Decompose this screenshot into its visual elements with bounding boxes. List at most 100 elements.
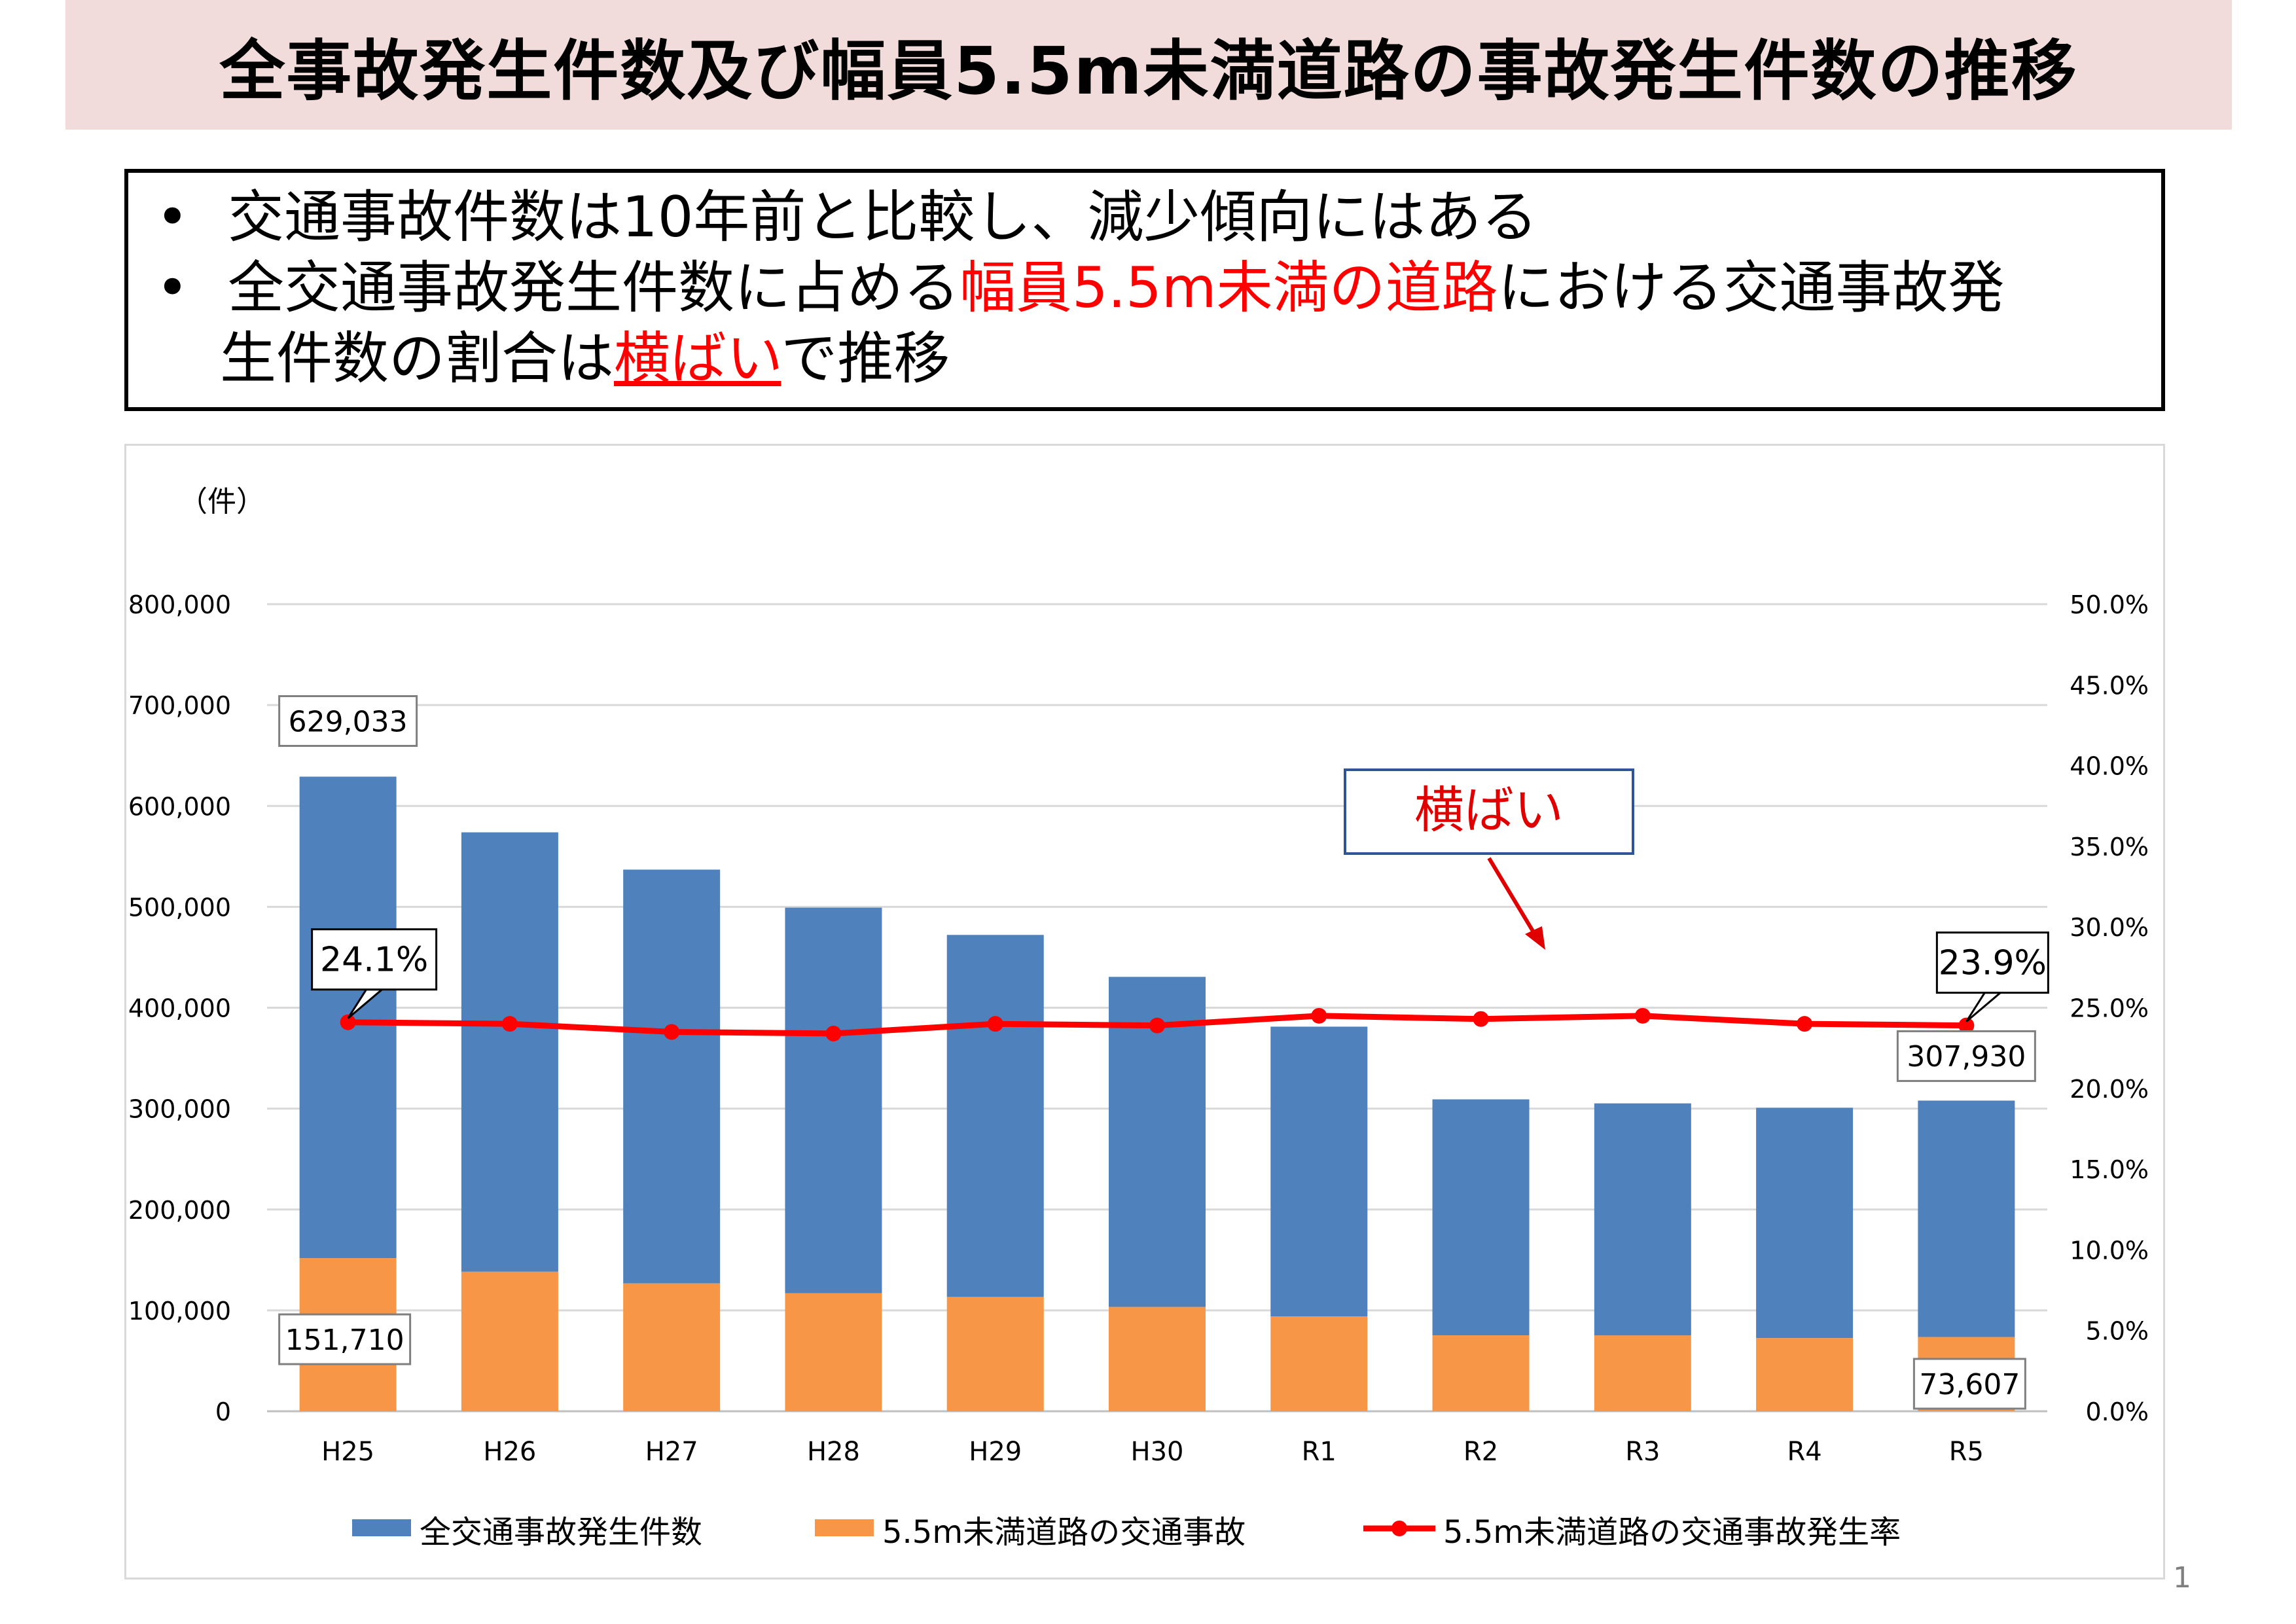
rate-first-label: 24.1% xyxy=(320,941,428,980)
y-left-tick-label: 600,000 xyxy=(128,792,231,821)
bar-narrow-H30 xyxy=(1109,1307,1206,1411)
rate-point-R4 xyxy=(1797,1016,1813,1032)
y-right-tick-label: 45.0% xyxy=(2070,671,2149,700)
x-tick-label: H26 xyxy=(483,1437,536,1467)
bar-total-H27 xyxy=(623,869,721,1284)
bullet-2-line2-post: で推移 xyxy=(781,326,950,391)
bar-narrow-H29 xyxy=(946,1297,1044,1411)
rate-point-R2 xyxy=(1473,1011,1489,1027)
total-last-label: 307,930 xyxy=(1907,1040,2026,1074)
bullet-2-line2-pre: 生件数の割合は xyxy=(220,326,614,391)
bullet-2-post: における交通事故発 xyxy=(1498,255,2005,321)
y-axis-unit-label: （件） xyxy=(179,485,265,518)
bullet-dot-icon: • xyxy=(156,255,189,321)
rate-point-H29 xyxy=(987,1016,1003,1032)
narrow-first-label: 151,710 xyxy=(285,1324,404,1357)
rate-last-label-box xyxy=(1935,931,2049,994)
y-left-tick-label: 200,000 xyxy=(128,1196,231,1225)
total-first-label: 629,033 xyxy=(289,705,408,738)
x-tick-label: R1 xyxy=(1302,1437,1336,1467)
title-band: 全事故発生件数及び幅員5.5m未満道路の事故発生件数の推移 xyxy=(65,0,2232,130)
bar-total-R4 xyxy=(1756,1108,1854,1339)
x-tick-label: R3 xyxy=(1625,1437,1660,1467)
x-tick-label: H25 xyxy=(321,1437,374,1467)
bullet-text-2: 全交通事故発生件数に占める幅員5.5m未満の道路における交通事故発 xyxy=(228,253,2005,323)
bullet-text-1: 交通事故件数は10年前と比較し、減少傾向にはある xyxy=(228,185,1538,250)
bar-narrow-H27 xyxy=(623,1283,721,1411)
bullet-item-1: • 交通事故件数は10年前と比較し、減少傾向にはある xyxy=(148,182,2161,253)
y-left-tick-label: 0 xyxy=(215,1398,231,1426)
bullet-dot-icon: • xyxy=(156,185,189,250)
bar-total-H29 xyxy=(946,935,1044,1297)
rate-first-label-box xyxy=(311,928,438,991)
rate-point-H27 xyxy=(664,1024,680,1040)
chart-frame: （件） 0 100,000 200,000 300,000 400,000 500,000 6… xyxy=(124,444,2165,1579)
y-right-tick-label: 5.0% xyxy=(2085,1317,2149,1346)
page-number: 1 xyxy=(2173,1561,2191,1595)
x-tick-label: R4 xyxy=(1787,1437,1821,1467)
bar-total-R3 xyxy=(1594,1103,1691,1336)
narrow-last-label: 73,607 xyxy=(1919,1368,2020,1401)
rate-point-R1 xyxy=(1311,1007,1327,1024)
y-right-tick-label: 40.0% xyxy=(2070,752,2149,781)
x-tick-label: H27 xyxy=(645,1437,698,1467)
legend-label-total: 全交通事故発生件数 xyxy=(420,1514,702,1551)
legend-label-rate: 5.5m未満道路の交通事故発生率 xyxy=(1443,1514,1901,1551)
summary-box: • 交通事故件数は10年前と比較し、減少傾向にはある • 全交通事故発生件数に占… xyxy=(124,169,2165,411)
trend-arrowhead xyxy=(1525,926,1545,950)
y-right-tick-label: 15.0% xyxy=(2070,1155,2149,1184)
bar-total-R1 xyxy=(1270,1026,1368,1317)
x-tick-label: H28 xyxy=(807,1437,860,1467)
rate-point-H28 xyxy=(825,1025,842,1041)
x-tick-label: R2 xyxy=(1463,1437,1498,1467)
rate-point-R5 xyxy=(1958,1017,1975,1034)
y-left-tick-label: 500,000 xyxy=(128,893,231,922)
bar-narrow-R2 xyxy=(1432,1335,1530,1411)
narrow-first-label-box xyxy=(278,1313,412,1365)
y-right-tick-label: 10.0% xyxy=(2070,1236,2149,1265)
y-left-tick-label: 100,000 xyxy=(128,1297,231,1326)
bullet-2-line2-highlight: 横ばい xyxy=(614,326,781,391)
y-right-tick-label: 0.0% xyxy=(2085,1398,2149,1426)
total-last-label-box xyxy=(1896,1030,2036,1082)
bar-narrow-H28 xyxy=(785,1293,882,1411)
bar-total-R5 xyxy=(1918,1100,2015,1337)
rate-point-R3 xyxy=(1634,1007,1651,1024)
legend-swatch-total xyxy=(352,1519,411,1536)
y-right-tick-label: 50.0% xyxy=(2070,590,2149,619)
bullet-item-2: • 全交通事故発生件数に占める幅員5.5m未満の道路における交通事故発 xyxy=(148,253,2161,323)
bullet-item-2-continued: 生件数の割合は横ばいで推移 xyxy=(148,323,2161,394)
bar-total-R2 xyxy=(1432,1099,1530,1336)
y-left-tick-label: 700,000 xyxy=(128,691,231,720)
y-right-tick-label: 35.0% xyxy=(2070,833,2149,861)
bar-narrow-R1 xyxy=(1270,1316,1368,1411)
x-tick-label: H29 xyxy=(969,1437,1022,1467)
legend-swatch-narrow xyxy=(815,1519,874,1536)
bullet-text-2-line2: 生件数の割合は横ばいで推移 xyxy=(220,323,950,394)
chart: （件） 0 100,000 200,000 300,000 400,000 500,000 6… xyxy=(128,485,2149,1551)
legend-swatch-rate-point xyxy=(1391,1521,1407,1536)
bar-total-H26 xyxy=(461,832,558,1272)
bar-total-H28 xyxy=(785,907,882,1293)
y-right-tick-label: 25.0% xyxy=(2070,994,2149,1023)
y-right-tick-label: 30.0% xyxy=(2070,913,2149,942)
x-tick-label: R5 xyxy=(1949,1437,1984,1467)
trend-label-box xyxy=(1344,768,1634,855)
bullet-2-highlight: 幅員5.5m未満の道路 xyxy=(960,255,1498,321)
bar-narrow-H26 xyxy=(461,1271,558,1411)
y-left-tick-label: 300,000 xyxy=(128,1095,231,1124)
trend-arrow xyxy=(1487,857,1537,937)
bar-narrow-R4 xyxy=(1756,1338,1854,1411)
bar-narrow-R3 xyxy=(1594,1335,1691,1411)
y-right-tick-label: 20.0% xyxy=(2070,1075,2149,1104)
rate-point-H25 xyxy=(340,1014,356,1030)
total-first-label-box xyxy=(278,695,418,748)
rate-point-H30 xyxy=(1149,1017,1165,1034)
rate-point-H26 xyxy=(501,1016,518,1032)
y-left-tick-label: 800,000 xyxy=(128,590,231,619)
narrow-last-label-box xyxy=(1912,1358,2026,1410)
trend-label: 横ばい xyxy=(1414,781,1564,839)
y-left-tick-label: 400,000 xyxy=(128,994,231,1023)
rate-last-label: 23.9% xyxy=(1939,944,2047,983)
legend-label-narrow: 5.5m未満道路の交通事故 xyxy=(882,1514,1246,1551)
